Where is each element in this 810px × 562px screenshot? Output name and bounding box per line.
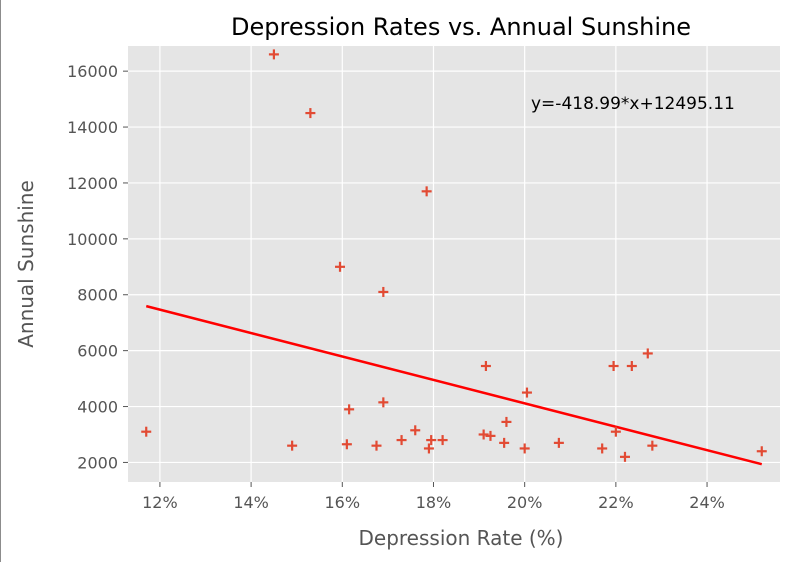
x-tick-label: 16% bbox=[325, 493, 361, 512]
data-point bbox=[619, 451, 630, 462]
data-point bbox=[344, 404, 355, 415]
grid-lines bbox=[128, 46, 780, 482]
data-points bbox=[141, 49, 767, 462]
data-point bbox=[378, 397, 389, 408]
y-axis-label: Annual Sunshine bbox=[14, 180, 38, 348]
data-point bbox=[341, 439, 352, 450]
data-point bbox=[378, 286, 389, 297]
data-point bbox=[597, 443, 608, 454]
y-tick-label: 6000 bbox=[77, 342, 118, 361]
data-point bbox=[478, 429, 489, 440]
plot-area bbox=[128, 46, 780, 482]
data-point bbox=[647, 440, 658, 451]
regression-equation: y=-418.99*x+12495.11 bbox=[531, 94, 735, 114]
y-tick-label: 12000 bbox=[67, 174, 118, 193]
x-tick-label: 12% bbox=[142, 493, 178, 512]
x-tick-label: 18% bbox=[416, 493, 452, 512]
x-tick-label: 14% bbox=[233, 493, 269, 512]
data-point bbox=[485, 430, 496, 441]
data-point bbox=[287, 440, 298, 451]
data-point bbox=[437, 435, 448, 446]
data-point bbox=[499, 437, 510, 448]
chart-title: Depression Rates vs. Annual Sunshine bbox=[231, 13, 691, 41]
y-tick-label: 16000 bbox=[67, 62, 118, 81]
data-point bbox=[521, 387, 532, 398]
data-point bbox=[480, 361, 491, 372]
y-tick-label: 14000 bbox=[67, 118, 118, 137]
regression-line bbox=[145, 304, 763, 466]
data-point bbox=[626, 361, 637, 372]
data-point bbox=[141, 426, 152, 437]
data-point bbox=[410, 425, 421, 436]
x-tick-label: 24% bbox=[689, 493, 725, 512]
x-tick-label: 20% bbox=[507, 493, 543, 512]
data-point bbox=[756, 446, 767, 457]
data-point bbox=[553, 437, 564, 448]
data-point bbox=[501, 416, 512, 427]
y-tick-label: 8000 bbox=[77, 286, 118, 305]
data-point bbox=[268, 49, 279, 60]
data-point bbox=[305, 108, 316, 119]
data-point bbox=[642, 348, 653, 359]
data-point bbox=[371, 440, 382, 451]
data-point bbox=[519, 443, 530, 454]
x-tick-label: 22% bbox=[598, 493, 634, 512]
axis-ticks: 12% 14% 16% 18% 20% 22% 24% 2000 4000 6000 8000 100… bbox=[67, 62, 725, 512]
data-point bbox=[608, 361, 619, 372]
data-point bbox=[426, 435, 437, 446]
data-point bbox=[335, 261, 346, 272]
y-tick-label: 2000 bbox=[77, 453, 118, 472]
x-axis-label: Depression Rate (%) bbox=[359, 526, 564, 550]
data-point bbox=[423, 443, 434, 454]
data-point bbox=[396, 435, 407, 446]
y-tick-label: 10000 bbox=[67, 230, 118, 249]
y-tick-label: 4000 bbox=[77, 398, 118, 417]
data-point bbox=[421, 186, 432, 197]
data-point bbox=[610, 426, 621, 437]
